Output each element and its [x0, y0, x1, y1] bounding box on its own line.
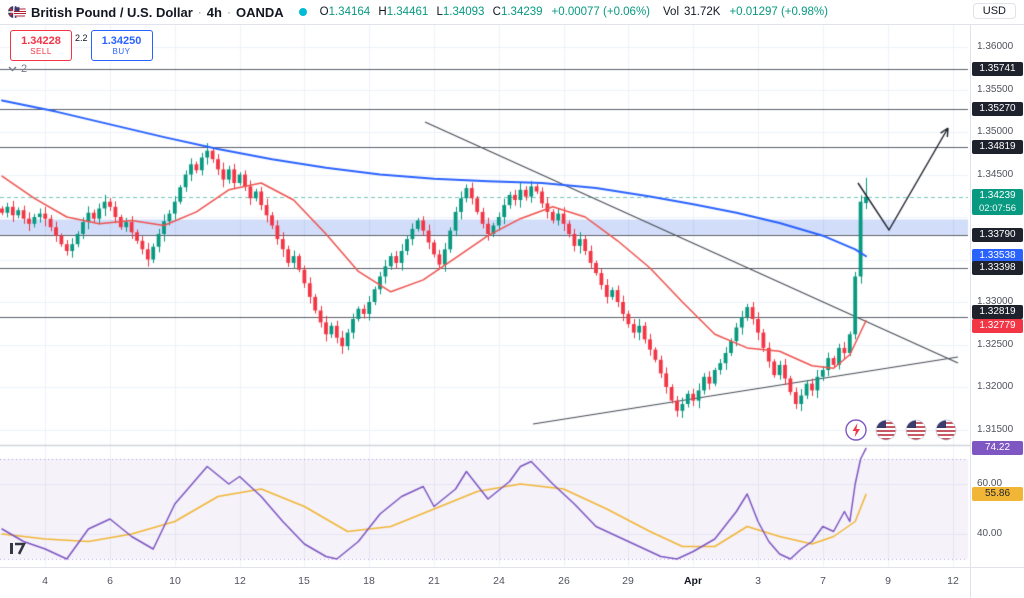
axis-price-label: 1.32779	[972, 318, 1023, 333]
price-axis[interactable]: 1.36000 1.35500 1.35000 1.34500 1.33000 1.325…	[970, 25, 1024, 567]
symbol-flag-icon	[8, 4, 26, 20]
axis-price-label: 1.33790	[972, 227, 1023, 242]
price-tick-label: 1.35500	[977, 83, 1014, 95]
time-label: Apr	[683, 575, 703, 587]
axis-price-label-value: 74.22	[984, 442, 1011, 454]
high-label: H	[378, 6, 387, 18]
time-label: 15	[298, 575, 310, 587]
low-label: L	[436, 6, 443, 18]
buy-label: BUY	[112, 47, 131, 56]
time-label: 12	[947, 575, 959, 587]
candle-countdown: 02:07:56	[979, 202, 1016, 214]
axis-price-label-value: 1.34819	[979, 141, 1016, 153]
time-label: 26	[558, 575, 570, 587]
close-value: 1.34239	[500, 6, 543, 18]
rsi-tick-label: 60.00	[977, 478, 1003, 489]
axis-price-label: 74.22	[972, 441, 1023, 456]
price-tick-label: 1.32500	[977, 338, 1014, 350]
time-label: 9	[885, 575, 891, 587]
symbol-title[interactable]: British Pound / U.S. Dollar	[31, 4, 193, 20]
time-label: 18	[363, 575, 375, 587]
open-label: O	[319, 6, 329, 18]
price-tick-label: 1.35000	[977, 126, 1014, 137]
axis-price-label-value: 55.86	[984, 488, 1011, 500]
tradingview-logo[interactable]	[10, 540, 27, 560]
us-flag-event-icon[interactable]	[935, 419, 957, 441]
volume-change: +0.01297 (+0.98%)	[729, 6, 828, 18]
separator-dot: ·	[197, 5, 202, 19]
axis-price-label-value: 1.34239	[979, 189, 1016, 201]
axis-price-label: 55.86	[972, 487, 1023, 502]
axis-price-label-value: 1.33790	[979, 228, 1016, 240]
axis-price-label: 1.35741	[972, 62, 1023, 76]
axis-price-label: 1.33538	[972, 249, 1023, 264]
exchange-label[interactable]: OANDA	[235, 4, 284, 20]
time-label: 24	[493, 575, 505, 587]
axis-price-label-value: 1.33398	[979, 262, 1016, 274]
axis-corner	[970, 567, 1024, 598]
sell-label: SELL	[30, 47, 52, 56]
time-label: 12	[234, 575, 246, 587]
market-status-icon	[298, 8, 307, 16]
ohlc-readout: O1.34164 H1.34461 L1.34093 C1.34239	[315, 6, 543, 18]
axis-price-label: 1.34239 02:07:56	[972, 188, 1023, 215]
buy-price: 1.34250	[101, 35, 142, 47]
price-change: +0.00077 (+0.06%)	[551, 6, 651, 18]
axis-price-label-value: 1.32779	[979, 319, 1016, 331]
axis-price-label-value: 1.35270	[979, 103, 1016, 115]
time-label: 10	[169, 575, 181, 587]
spread-label: 2.2	[75, 33, 88, 43]
high-value: 1.34461	[386, 6, 429, 18]
time-label: 3	[755, 575, 761, 587]
price-tick-label: 1.33000	[977, 296, 1014, 307]
time-label: 21	[428, 575, 440, 587]
low-value: 1.34093	[442, 6, 485, 18]
volume-value: 31.72K	[684, 6, 721, 18]
axis-price-label: 1.34819	[972, 140, 1023, 155]
separator-dot: ·	[226, 5, 231, 19]
close-label: C	[492, 6, 501, 18]
axis-price-label: 1.32819	[972, 305, 1023, 320]
order-panel: 1.34228 SELL 2.2 1.34250 BUY	[10, 30, 153, 61]
indicators-collapse-chip[interactable]: 2	[8, 63, 27, 75]
timeframe-button[interactable]: 4h	[206, 4, 222, 20]
price-tick-label: 1.36000	[977, 41, 1014, 52]
chart-canvas[interactable]	[0, 25, 970, 567]
axis-price-label-value: 1.33538	[979, 250, 1016, 262]
time-label: 29	[622, 575, 634, 587]
lightning-event-icon[interactable]	[845, 419, 867, 441]
axis-price-label-value: 1.35741	[979, 63, 1016, 74]
time-label: 7	[820, 575, 826, 587]
sell-price: 1.34228	[21, 35, 61, 47]
price-tick-label: 1.31500	[977, 423, 1014, 435]
price-tick-label: 1.32000	[977, 381, 1014, 392]
chevron-down-icon	[8, 66, 17, 72]
sell-button[interactable]: 1.34228 SELL	[10, 30, 72, 61]
buy-button[interactable]: 1.34250 BUY	[90, 30, 153, 61]
time-axis[interactable]: 4 6 10 12 15 18 21 24 26 29 Apr 3 7 9 12	[0, 567, 970, 598]
axis-price-label: 1.33398	[972, 261, 1023, 276]
us-flag-event-icon[interactable]	[875, 419, 897, 441]
rsi-tick-label: 40.00	[977, 528, 1003, 539]
axis-price-label-value: 1.32819	[979, 306, 1016, 318]
volume-label: Vol	[663, 6, 680, 18]
open-value: 1.34164	[328, 6, 371, 18]
chart-toolbar: British Pound / U.S. Dollar · 4h · OANDA…	[0, 0, 1024, 25]
axis-price-label: 1.35270	[972, 102, 1023, 117]
hidden-indicators-count: 2	[21, 63, 28, 75]
price-tick-label: 1.34500	[977, 168, 1014, 180]
currency-selector-button[interactable]: USD	[972, 3, 1016, 19]
us-flag-event-icon[interactable]	[905, 419, 927, 441]
time-label: 6	[107, 575, 113, 587]
time-label: 4	[42, 575, 48, 587]
